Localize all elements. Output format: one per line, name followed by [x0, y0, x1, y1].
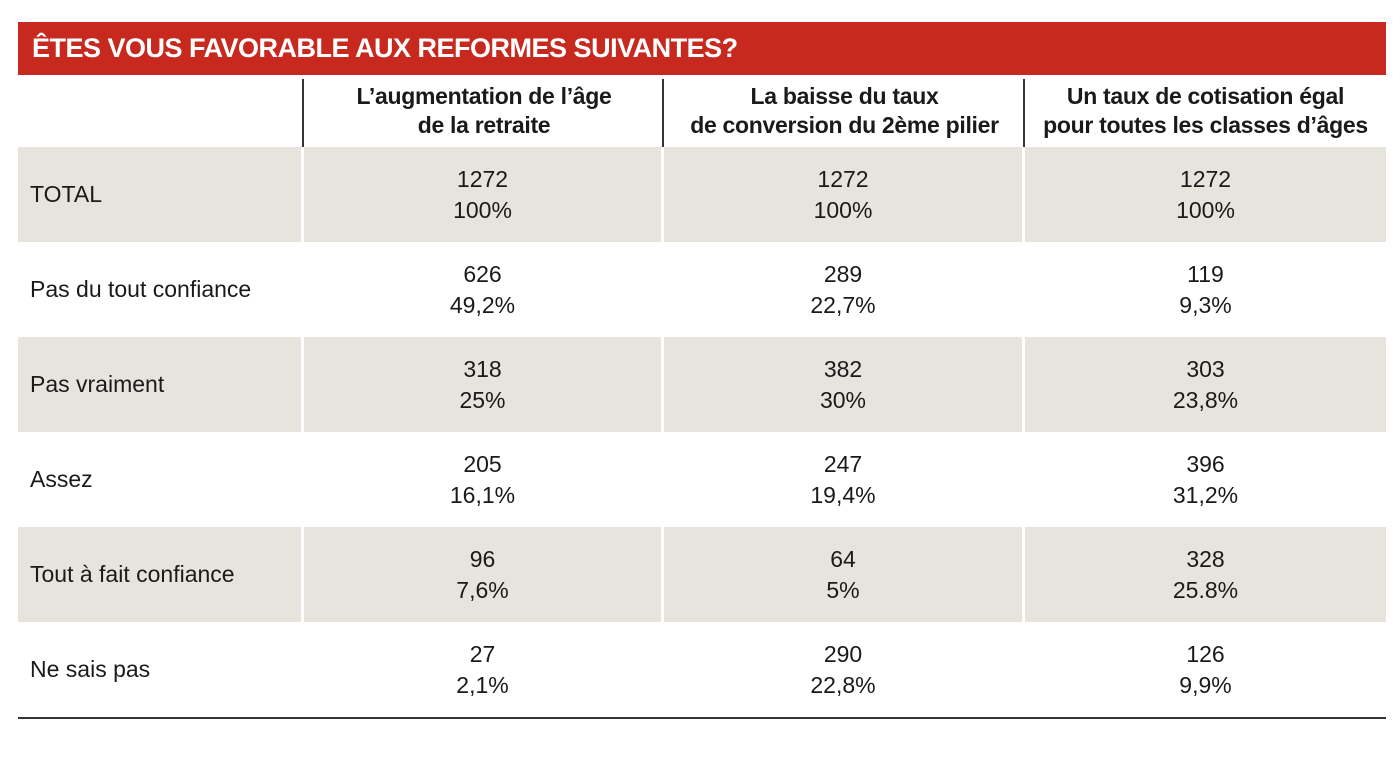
cell-count: 247 [823, 450, 863, 477]
row-label: TOTAL [18, 147, 301, 242]
cell-count: 1272 [1179, 165, 1232, 192]
column-header: L’augmentation de l’âge de la retraite [304, 75, 664, 147]
row-label: Tout à fait confiance [18, 527, 301, 622]
cell-percent: 100% [453, 196, 512, 223]
cell: 1272 100% [304, 147, 661, 242]
cell-count: 328 [1186, 545, 1225, 572]
cell-count: 382 [823, 355, 863, 382]
column-divider [1023, 79, 1025, 147]
cell: 303 23,8% [1025, 337, 1386, 432]
cell: 396 31,2% [1025, 432, 1386, 527]
row-label: Assez [30, 466, 93, 492]
cell-percent: 19,4% [810, 481, 876, 508]
cell-count: 126 [1186, 640, 1225, 667]
cell-percent: 25% [459, 386, 506, 413]
cell: 382 30% [664, 337, 1022, 432]
cell-percent: 25.8% [1172, 576, 1239, 603]
title: ÊTES VOUS FAVORABLE AUX REFORMES SUIVANT… [32, 33, 738, 63]
cell-count: 1272 [817, 165, 869, 192]
header-line: Un taux de cotisation égal [1066, 83, 1345, 109]
cell: 626 49,2% [304, 242, 661, 337]
cell: 247 19,4% [664, 432, 1022, 527]
cell: 205 16,1% [304, 432, 661, 527]
row-label: Ne sais pas [30, 656, 151, 682]
column-divider [302, 79, 304, 147]
cell-count: 1272 [456, 165, 509, 192]
cell-percent: 23,8% [1172, 386, 1239, 413]
column-header: La baisse du taux de conversion du 2ème p… [664, 75, 1025, 147]
cell-percent: 30% [819, 386, 867, 413]
cell: 1272 100% [664, 147, 1022, 242]
bottom-rule [18, 717, 1386, 719]
cell-percent: 7,6% [456, 576, 509, 603]
cell-percent: 16,1% [449, 481, 516, 508]
cell-count: 27 [469, 640, 496, 667]
cell-count: 318 [463, 355, 502, 382]
cell: 126 9,9% [1025, 622, 1386, 717]
cell: 1272 100% [1025, 147, 1386, 242]
header-line: de conversion du 2ème pilier [690, 112, 999, 138]
cell-percent: 22,7% [810, 291, 876, 318]
column-divider [662, 79, 664, 147]
cell-count: 119 [1187, 260, 1224, 287]
cell-count: 205 [463, 450, 502, 477]
cell-percent: 9,9% [1179, 671, 1232, 698]
header-line: pour toutes les classes d’âges [1043, 112, 1368, 138]
cell-percent: 100% [813, 196, 873, 223]
row-label: Pas du tout confiance [30, 276, 252, 302]
header-line: La baisse du taux [750, 83, 939, 109]
cell-percent: 22,8% [810, 671, 876, 698]
cell-count: 64 [830, 545, 856, 572]
cell: 318 25% [304, 337, 661, 432]
column-header: Un taux de cotisation égal pour toutes le… [1025, 75, 1386, 147]
cell-percent: 31,2% [1172, 481, 1239, 508]
cell-count: 290 [823, 640, 863, 667]
cell: 328 25.8% [1025, 527, 1386, 622]
cell: 96 7,6% [304, 527, 661, 622]
cell-percent: 100% [1176, 196, 1235, 223]
cell: 289 22,7% [664, 242, 1022, 337]
cell: 64 5% [664, 527, 1022, 622]
cell-count: 303 [1186, 355, 1225, 382]
title-bar: ÊTES VOUS FAVORABLE AUX REFORMES SUIVANT… [18, 22, 1386, 75]
cell-count: 289 [823, 260, 863, 287]
header-line: L’augmentation de l’âge [356, 83, 612, 109]
cell: 290 22,8% [664, 622, 1022, 717]
header-line: de la retraite [417, 112, 551, 138]
cell-count: 96 [469, 545, 496, 572]
cell: 119 9,3% [1025, 242, 1386, 337]
cell-percent: 49,2% [449, 291, 516, 318]
cell: 27 2,1% [304, 622, 661, 717]
cell-percent: 9,3% [1179, 291, 1232, 318]
cell-count: 626 [463, 260, 502, 287]
cell-count: 396 [1186, 450, 1225, 477]
cell-percent: 5% [826, 576, 860, 603]
cell-percent: 2,1% [456, 671, 509, 698]
row-label: Pas vraiment [18, 337, 301, 432]
